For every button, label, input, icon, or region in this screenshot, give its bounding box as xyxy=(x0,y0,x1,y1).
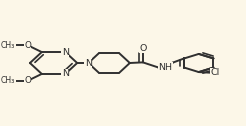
Text: CH₃: CH₃ xyxy=(1,76,15,85)
Text: CH₃: CH₃ xyxy=(1,41,15,50)
Text: NH: NH xyxy=(158,63,172,72)
Text: O: O xyxy=(139,44,147,53)
Text: N: N xyxy=(62,48,69,57)
Text: Cl: Cl xyxy=(211,68,220,77)
Text: N: N xyxy=(62,69,69,78)
Text: O: O xyxy=(24,76,31,85)
Text: N: N xyxy=(85,58,92,68)
Text: O: O xyxy=(24,41,31,50)
